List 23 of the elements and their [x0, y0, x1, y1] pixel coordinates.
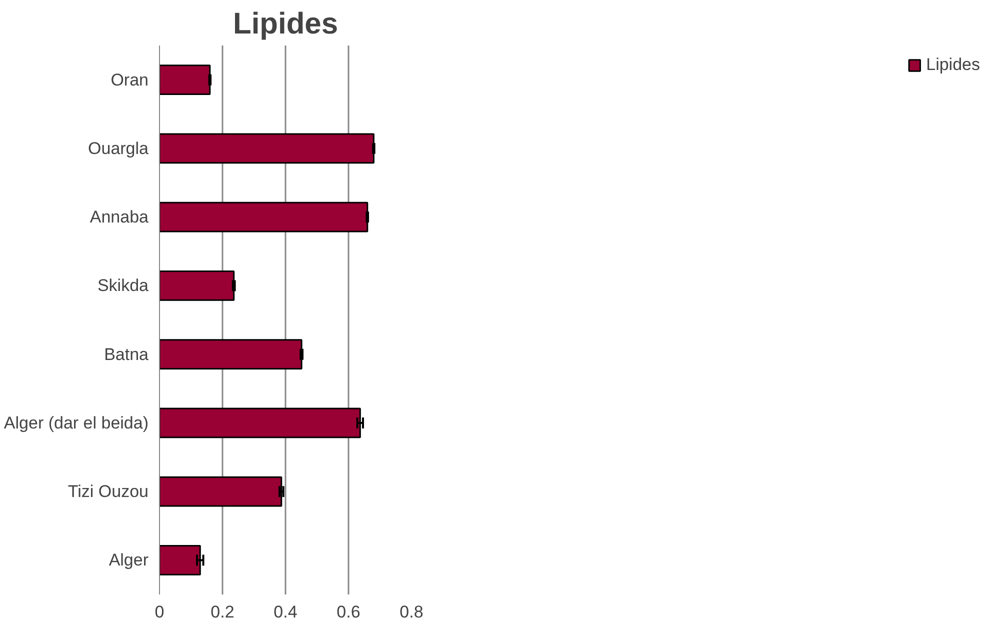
bar: [160, 270, 235, 301]
x-tick-label: 0: [154, 602, 164, 622]
y-tick-label: Batna: [104, 344, 150, 364]
bar: [160, 408, 361, 438]
bar: [160, 339, 302, 370]
bar: [160, 476, 282, 507]
y-tick-label: Oran: [110, 70, 149, 90]
bar: [160, 133, 374, 164]
y-tick-label: Annaba: [90, 208, 150, 227]
x-tick-label: 0.6: [336, 602, 360, 622]
x-tick-label: 0.4: [274, 602, 298, 622]
bar: [160, 545, 201, 576]
x-tick-label: 0.2: [210, 602, 234, 622]
x-tick-label: 0.8: [400, 602, 424, 622]
legend-label: Lipides: [926, 55, 980, 75]
y-tick-label: Tizi Ouzou: [68, 482, 149, 502]
y-tick-label: Ouargla: [88, 138, 150, 158]
chart-title: Lipides: [232, 8, 338, 40]
bar: [160, 64, 211, 95]
y-tick-label: Alger (dar el beida): [4, 413, 149, 432]
bar: [160, 202, 368, 232]
y-tick-label: Skikda: [97, 276, 150, 296]
y-tick-label: Alger: [108, 550, 149, 570]
